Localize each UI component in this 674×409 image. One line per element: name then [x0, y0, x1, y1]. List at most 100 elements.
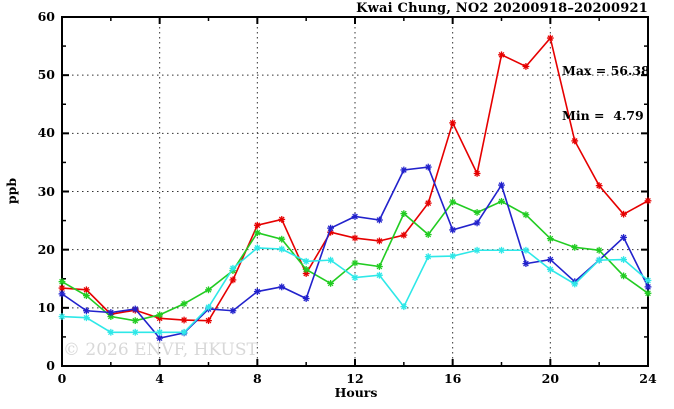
cyan-series-marker — [278, 245, 286, 253]
blue-series-marker — [400, 166, 408, 174]
blue-series-marker — [449, 226, 457, 234]
chart-title: Kwai Chung, NO2 20200918–20200921 — [356, 1, 648, 16]
blue-series-marker — [644, 283, 652, 291]
cyan-series-marker — [376, 271, 383, 279]
red-series-marker — [473, 170, 481, 177]
green-series-marker — [83, 292, 90, 300]
cyan-series-marker — [571, 280, 579, 288]
green-series-marker — [205, 286, 212, 294]
watermark: © 2026 ENVF, HKUST — [63, 340, 258, 360]
blue-series-marker — [253, 288, 261, 295]
green-series-marker — [302, 266, 310, 273]
cyan-series-marker — [400, 303, 408, 311]
cyan-series-marker — [424, 253, 432, 261]
cyan-series-marker — [522, 246, 530, 254]
blue-series-marker — [473, 219, 481, 227]
blue-series-marker — [522, 260, 530, 268]
red-series-marker — [644, 197, 652, 205]
green-series-marker — [131, 317, 139, 325]
green-series-marker — [546, 235, 554, 243]
blue-series-marker — [229, 307, 237, 315]
blue-series-marker — [620, 234, 627, 241]
green-series-marker — [156, 311, 164, 319]
red-series-marker — [546, 34, 554, 42]
y-tick-label: 10 — [37, 299, 55, 315]
blue-series-marker — [376, 216, 383, 224]
x-tick-label: 8 — [252, 371, 262, 386]
red-series-marker — [522, 63, 530, 70]
cyan-series-marker — [253, 244, 261, 252]
red-series-marker — [424, 199, 432, 207]
blue-series-marker — [107, 309, 115, 316]
green-series-marker — [473, 209, 481, 216]
red-series-marker — [351, 234, 359, 242]
cyan-series-marker — [473, 246, 481, 254]
blue-series-marker — [278, 283, 286, 291]
green-series-marker — [58, 278, 66, 286]
x-tick-label: 12 — [346, 371, 364, 386]
y-tick-label: 30 — [37, 183, 55, 199]
y-tick-label: 0 — [46, 358, 55, 373]
cyan-series-marker — [107, 328, 115, 336]
blue-series-marker — [546, 256, 554, 263]
cyan-series-marker — [644, 277, 652, 284]
green-series-marker — [498, 197, 505, 205]
red-series-marker — [253, 221, 261, 229]
red-series-marker — [83, 286, 90, 294]
red-series-marker — [229, 276, 237, 284]
blue-series-marker — [351, 213, 359, 220]
y-tick-label: 60 — [37, 9, 55, 24]
green-series-marker — [376, 263, 383, 270]
red-series-marker — [58, 284, 66, 292]
red-series-marker — [278, 216, 286, 223]
red-series-marker — [571, 137, 579, 145]
cyan-series-marker — [229, 264, 237, 272]
green-series-marker — [351, 259, 359, 267]
cyan-series-marker — [595, 256, 603, 264]
max-value-label: Max = 56.38 — [562, 63, 650, 78]
green-series-marker — [595, 246, 603, 254]
cyan-series-marker — [156, 328, 164, 336]
cyan-series-marker — [131, 328, 139, 336]
cyan-series-marker — [546, 266, 554, 273]
cyan-series-marker — [327, 256, 334, 264]
cyan-series-marker — [58, 313, 66, 320]
green-series-marker — [424, 231, 432, 238]
blue-series-marker — [83, 307, 90, 315]
green-series-marker — [644, 289, 652, 297]
x-tick-label: 24 — [639, 371, 657, 386]
green-series-marker — [571, 243, 579, 251]
blue-series-marker — [498, 181, 505, 189]
red-series-marker — [449, 119, 457, 127]
cyan-series-marker — [351, 274, 359, 281]
green-series-marker — [449, 198, 457, 206]
plot-border — [61, 16, 649, 367]
green-series-marker — [180, 300, 188, 308]
green-series-marker — [522, 211, 530, 219]
cyan-series-marker — [449, 252, 457, 260]
x-tick-label: 0 — [57, 371, 67, 386]
x-axis-label: Hours — [334, 385, 378, 400]
red-series-marker — [400, 231, 408, 239]
cyan-series-marker — [180, 328, 188, 336]
cyan-series-marker — [83, 314, 90, 322]
green-series-marker — [400, 210, 408, 218]
red-series-marker — [376, 237, 383, 245]
max-min-annotation: Max = 56.38 Min = 4.79 — [562, 33, 650, 153]
blue-series-marker — [58, 290, 66, 298]
green-series-marker — [620, 272, 627, 280]
y-tick-label: 50 — [37, 67, 55, 83]
x-tick-label: 20 — [541, 371, 560, 386]
red-series-marker — [620, 210, 627, 218]
blue-series-marker — [156, 334, 164, 342]
y-axis-label: ppb — [4, 177, 19, 205]
red-series-marker — [205, 317, 212, 325]
green-series-marker — [278, 235, 286, 243]
red-series-marker — [180, 316, 188, 324]
x-tick-label: 16 — [443, 371, 462, 386]
blue-series-marker — [424, 163, 432, 171]
red-series-marker — [498, 51, 505, 59]
cyan-series-marker — [498, 246, 505, 254]
blue-series-marker — [327, 224, 334, 232]
